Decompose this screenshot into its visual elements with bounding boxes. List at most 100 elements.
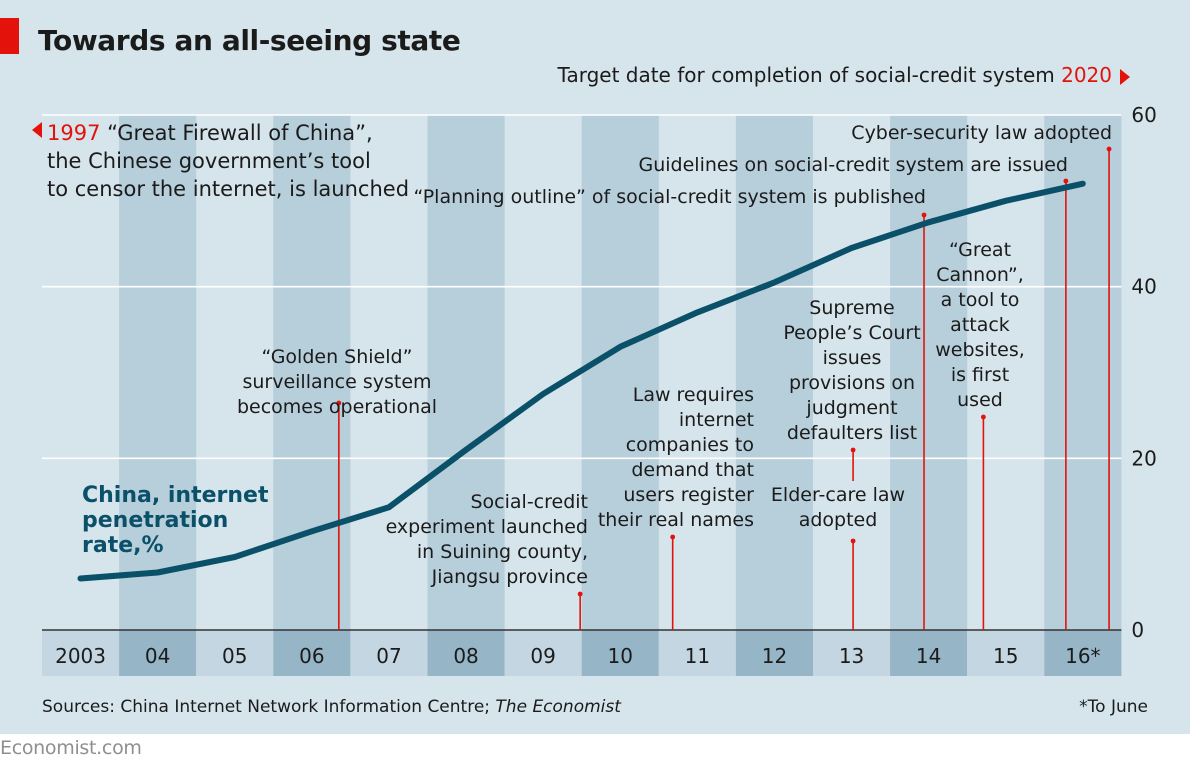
x-tick-label: 13	[839, 644, 864, 668]
firewall-note-line: to censor the internet, is launched	[47, 177, 409, 201]
annotation-dot	[850, 538, 856, 544]
annotation-dot	[336, 400, 342, 406]
x-tick-label: 04	[145, 644, 170, 668]
annotation-label: “Planning outline” of social-credit syst…	[413, 186, 926, 208]
annotation-leaders	[336, 146, 1112, 630]
series-line-internet-penetration	[77, 180, 1086, 582]
annotation-label: demand that	[631, 459, 754, 481]
source-prefix: Sources: China Internet Network Informat…	[42, 697, 491, 717]
firewall-note-first-line: 1997 “Great Firewall of China”,	[47, 121, 373, 145]
annotation-label: issues	[823, 347, 882, 369]
annotation-label: defaulters list	[787, 422, 917, 444]
brand-mark: Economist.com	[0, 737, 142, 759]
target-note-text: Target date for completion of social-cre…	[557, 63, 1055, 87]
target-year-2020: 2020	[1055, 63, 1112, 87]
data-point	[926, 219, 932, 225]
annotation-label: Cyber-security law adopted	[851, 122, 1112, 144]
chart-title: Towards an all-seeing state	[38, 24, 461, 57]
y-axis-ticks: 0 20 40 60	[1131, 103, 1156, 642]
firewall-note-line: “Great Firewall of China”,	[100, 121, 372, 145]
annotation-label: Guidelines on social-credit system are i…	[639, 154, 1068, 176]
footnote: *To June	[1079, 697, 1148, 717]
series-label: penetration	[82, 508, 228, 533]
annotation-label: Law requires	[633, 384, 754, 406]
annotation-label: experiment launched	[386, 516, 588, 538]
annotation-dot	[670, 534, 676, 540]
annotation-dot	[1063, 178, 1069, 184]
x-tick-label: 12	[762, 644, 787, 668]
annotation-label: provisions on	[789, 372, 915, 394]
data-point	[617, 344, 623, 350]
annotation-dot	[577, 591, 583, 597]
year-band	[735, 115, 813, 630]
annotation-label: in Suining county,	[417, 541, 588, 563]
annotation-dot	[980, 414, 986, 420]
x-tick-label: 2003	[55, 644, 106, 668]
data-point	[309, 528, 315, 534]
right-arrow-icon	[1120, 69, 1130, 85]
annotation-dot	[921, 212, 927, 218]
annotation-label: a tool to	[941, 289, 1020, 311]
left-arrow-icon	[32, 122, 42, 138]
data-point	[694, 309, 700, 315]
year-bands	[119, 115, 1122, 630]
annotation-label: users register	[623, 484, 754, 506]
y-tick-label: 0	[1131, 618, 1144, 642]
x-axis-band	[273, 630, 351, 676]
annotation-dot	[1106, 146, 1112, 152]
source-note: Sources: China Internet Network Informat…	[42, 697, 621, 717]
x-tick-label: 06	[299, 644, 324, 668]
annotation-label: surveillance system	[242, 371, 431, 393]
y-tick-label: 60	[1131, 103, 1156, 127]
x-axis-band	[42, 630, 120, 676]
annotation-label: “Golden Shield”	[262, 346, 413, 368]
x-axis-band	[967, 630, 1045, 676]
x-tick-label: 05	[222, 644, 247, 668]
firewall-year-1997: 1997	[47, 121, 100, 145]
firewall-note-line: the Chinese government’s tool	[47, 149, 371, 173]
data-point	[849, 245, 855, 251]
annotation-labels: “Golden Shield” surveillance system become…	[237, 122, 1112, 588]
annotation-label: Elder-care law	[771, 484, 905, 506]
series-label: China, internet	[82, 483, 269, 508]
source-publication: The Economist	[495, 697, 621, 717]
annotation-label: People’s Court	[783, 322, 920, 344]
x-axis-strip	[42, 629, 1122, 676]
y-tick-label: 20	[1131, 446, 1156, 470]
x-tick-label: 09	[530, 644, 555, 668]
year-band	[890, 115, 968, 630]
x-tick-label: 16*	[1065, 644, 1100, 668]
data-point	[463, 447, 469, 453]
x-axis-band	[581, 630, 659, 676]
data-point	[155, 569, 161, 575]
annotation-label: adopted	[799, 509, 878, 531]
annotation-label: Cannon”,	[936, 264, 1024, 286]
data-point	[232, 554, 238, 560]
annotation-label: “Great	[949, 239, 1011, 261]
annotation-label: companies to	[626, 434, 754, 456]
data-point	[78, 576, 84, 581]
annotation-label: Jiangsu province	[431, 566, 588, 588]
x-axis-band	[427, 630, 505, 676]
annotation-dot	[850, 447, 856, 453]
annotation-label: websites,	[935, 339, 1025, 361]
x-axis-band	[658, 630, 736, 676]
year-band	[581, 115, 659, 630]
brand-red-tag	[0, 18, 19, 54]
y-tick-label: 40	[1131, 275, 1156, 299]
data-point	[1003, 198, 1009, 204]
x-tick-label: 10	[608, 644, 633, 668]
annotation-label: Social-credit	[470, 491, 588, 513]
annotation-label: is first	[951, 364, 1009, 386]
x-axis-ticks: 2003 04 05 06 07 08 09 10 11 12 13 14 15 16*	[55, 644, 1100, 668]
chart-notes: Target date for completion of social-cre…	[32, 63, 1130, 201]
x-tick-label: 14	[916, 644, 941, 668]
annotation-label: used	[957, 389, 1003, 411]
year-band	[273, 115, 351, 630]
annotation-label: their real names	[598, 509, 754, 531]
annotation-label: becomes operational	[237, 396, 437, 418]
x-axis-band	[735, 630, 813, 676]
x-axis-band	[504, 630, 582, 676]
